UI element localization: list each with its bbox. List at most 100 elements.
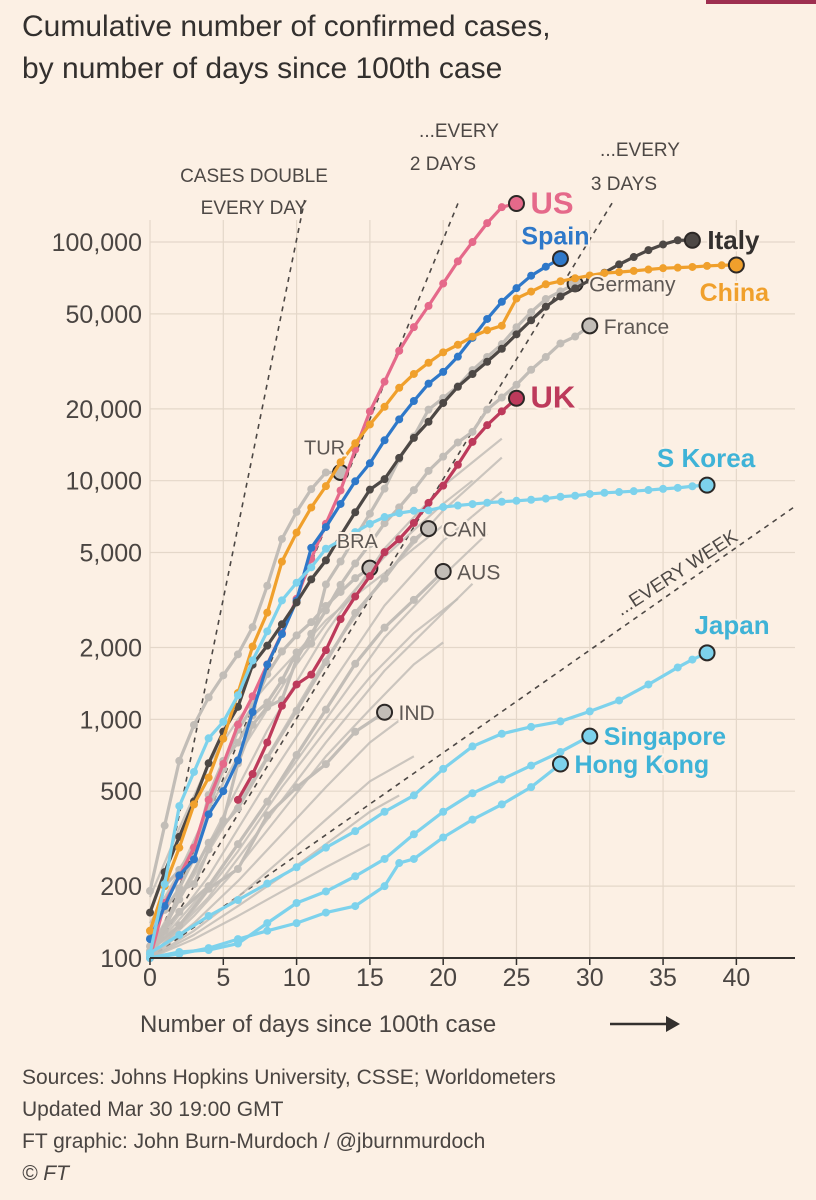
end-marker-us — [507, 195, 525, 213]
x-tick-label: 40 — [722, 964, 750, 992]
data-point-italy — [409, 433, 418, 442]
data-point-spain — [307, 543, 316, 552]
data-point-spain — [497, 297, 506, 306]
end-marker-singapore — [581, 727, 599, 745]
data-point-france — [497, 393, 506, 402]
data-point-uk — [409, 518, 418, 527]
sources-note: Sources: Johns Hopkins University, CSSE;… — [22, 1066, 556, 1089]
x-tick-label: 25 — [503, 964, 531, 992]
data-point-china — [189, 800, 198, 809]
data-point-singapore — [263, 919, 272, 928]
data-point-china — [629, 266, 638, 275]
data-point-china — [571, 274, 580, 283]
data-point-turkey — [189, 720, 198, 729]
data-point-hong-kong — [409, 854, 418, 863]
data-point-japan — [527, 722, 536, 731]
data-point-france — [527, 365, 536, 374]
data-point-us — [248, 692, 257, 701]
data-point-italy — [644, 246, 653, 255]
data-point-japan — [321, 843, 330, 852]
data-point-canada — [204, 838, 213, 847]
data-point-s-korea — [277, 596, 286, 605]
data-point-france — [439, 452, 448, 461]
data-point-s-korea — [395, 509, 404, 518]
data-point-spain — [321, 523, 330, 532]
series-label-france: France — [604, 316, 669, 339]
data-point-italy — [541, 302, 550, 311]
data-point-china — [600, 269, 609, 278]
data-point-italy — [365, 485, 374, 494]
data-point-spain — [263, 660, 272, 669]
data-point-japan — [497, 729, 506, 738]
data-point-china — [468, 332, 477, 341]
data-point-canada — [292, 706, 301, 715]
data-point-india — [321, 760, 330, 769]
data-point-s-korea — [439, 503, 448, 512]
data-point-spain — [277, 630, 286, 639]
background-series-line — [149, 490, 503, 954]
data-point-japan — [233, 895, 242, 904]
series-layer — [146, 195, 745, 962]
end-marker-japan — [698, 644, 716, 662]
data-point-hong-kong — [321, 908, 330, 917]
data-point-us — [468, 238, 477, 247]
data-point-us — [453, 257, 462, 266]
data-point-france — [395, 503, 404, 512]
data-point-italy — [615, 260, 624, 269]
series-label-s-korea: S Korea — [657, 443, 756, 473]
data-point-s-korea — [483, 498, 492, 507]
series-label-turkey: TUR — [304, 437, 345, 459]
data-point-china — [439, 348, 448, 357]
end-marker-hong-kong — [551, 755, 569, 773]
series-label-japan: Japan — [694, 610, 769, 640]
y-tick-label: 5,000 — [79, 540, 142, 568]
data-point-italy — [497, 344, 506, 353]
data-point-china — [351, 439, 360, 448]
data-point-hong-kong — [263, 926, 272, 935]
data-point-s-korea — [512, 496, 521, 505]
series-line-hong-kong — [148, 762, 563, 960]
data-point-italy — [424, 417, 433, 426]
data-point-spain — [527, 271, 536, 280]
data-point-hong-kong — [439, 833, 448, 842]
data-point-uk — [497, 407, 506, 416]
data-point-china — [292, 528, 301, 537]
data-point-japan — [175, 930, 184, 939]
guide-label-every-3-days: 3 DAYS — [591, 174, 657, 195]
data-point-turkey — [307, 485, 316, 494]
data-point-uk — [292, 680, 301, 689]
data-point-s-korea — [629, 487, 638, 496]
series-line-uk — [236, 396, 519, 802]
x-tick-label: 10 — [283, 964, 311, 992]
data-point-uk — [336, 615, 345, 624]
data-point-india — [292, 783, 301, 792]
data-point-brazil — [321, 601, 330, 610]
background-series-line — [149, 582, 474, 959]
data-point-china — [688, 262, 697, 271]
guide-label-every-day: CASES DOUBLE — [180, 166, 328, 187]
data-point-japan — [380, 807, 389, 816]
data-point-france — [541, 353, 550, 362]
data-point-france — [556, 339, 565, 348]
data-point-germany — [424, 405, 433, 414]
data-point-uk — [380, 548, 389, 557]
x-tick-label: 0 — [143, 964, 157, 992]
data-point-china — [615, 268, 624, 277]
data-point-s-korea — [556, 492, 565, 501]
y-tick-label: 100,000 — [52, 229, 142, 257]
data-point-s-korea — [453, 501, 462, 510]
data-point-china — [424, 358, 433, 367]
y-tick-label: 1,000 — [79, 706, 142, 734]
data-point-australia — [351, 659, 360, 668]
data-point-italy — [263, 641, 272, 650]
data-point-s-korea — [321, 544, 330, 553]
data-point-japan — [351, 827, 360, 836]
y-tick-label: 2,000 — [79, 634, 142, 662]
doubling-guide-line — [149, 199, 306, 959]
data-point-france — [468, 427, 477, 436]
data-point-s-korea — [380, 513, 389, 522]
data-point-uk — [351, 592, 360, 601]
data-point-japan — [615, 696, 624, 705]
data-point-spain — [409, 397, 418, 406]
data-point-uk — [395, 535, 404, 544]
